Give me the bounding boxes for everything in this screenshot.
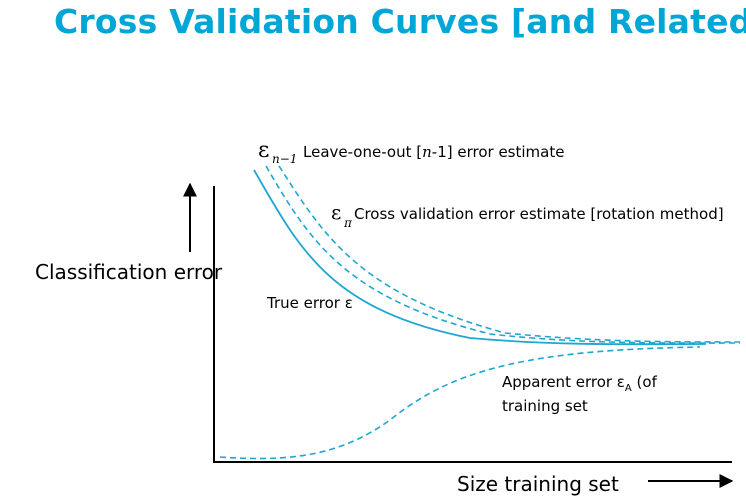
true-error-curve — [253, 169, 707, 346]
y-axis-label: Classification error — [35, 260, 223, 284]
leave-one-out-label: Leave-one-out [n-1] error estimate — [303, 143, 564, 161]
cross-validation-label: Cross validation error estimate [rotatio… — [354, 205, 724, 223]
leave-one-out-text-n: n — [422, 143, 432, 161]
apparent-error-tail: (of — [632, 373, 658, 391]
apparent-error-curve — [219, 346, 701, 460]
page-title: Cross Validation Curves [and Related] — [54, 2, 746, 41]
leave-one-out-symbol: ε — [258, 138, 269, 163]
leave-one-out-text-after: -1] error estimate — [432, 143, 565, 161]
apparent-error-subscript: A — [625, 383, 632, 394]
apparent-error-label-line2: training set — [502, 397, 588, 415]
apparent-error-text: Apparent error ε — [502, 373, 625, 391]
apparent-error-label: Apparent error εA (of — [502, 373, 658, 394]
leave-one-out-text-before: Leave-one-out [ — [303, 143, 422, 161]
cross-validation-subscript: π — [343, 216, 353, 230]
cross-validation-curve — [278, 165, 741, 343]
cross-validation-symbol: ε — [331, 200, 341, 224]
x-axis-label: Size training set — [457, 472, 619, 496]
true-error-label: True error ε — [266, 294, 353, 312]
leave-one-out-curve — [265, 165, 741, 344]
leave-one-out-subscript: n−1 — [272, 152, 297, 166]
